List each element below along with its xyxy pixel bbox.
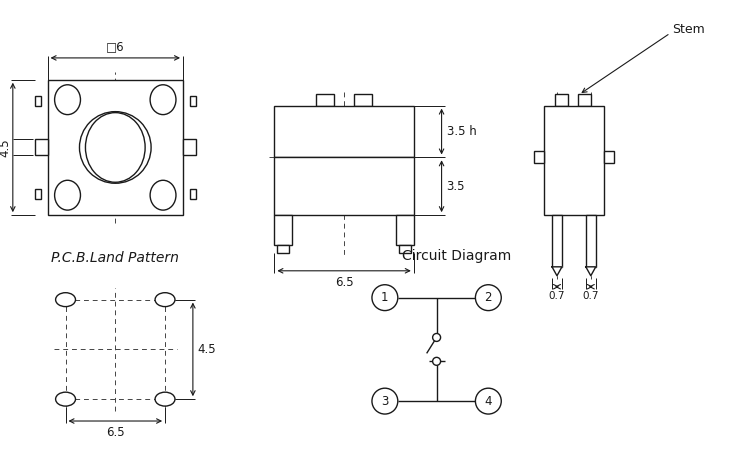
- Text: 0.7: 0.7: [549, 291, 565, 301]
- Text: 3: 3: [381, 395, 388, 408]
- Bar: [354, 94, 372, 106]
- Circle shape: [432, 333, 440, 341]
- Circle shape: [80, 112, 151, 183]
- Bar: [35, 140, 48, 155]
- Bar: [275, 157, 414, 215]
- Ellipse shape: [86, 113, 145, 182]
- Text: 2: 2: [484, 291, 492, 304]
- Text: □6: □6: [106, 40, 124, 53]
- Bar: [35, 96, 41, 106]
- Ellipse shape: [150, 180, 176, 210]
- Bar: [190, 189, 196, 199]
- Bar: [578, 94, 591, 106]
- Bar: [190, 96, 196, 106]
- Text: 6.5: 6.5: [106, 426, 124, 439]
- Text: Circuit Diagram: Circuit Diagram: [402, 249, 511, 263]
- Ellipse shape: [54, 85, 80, 114]
- Bar: [275, 215, 292, 245]
- Ellipse shape: [150, 85, 176, 114]
- Ellipse shape: [155, 392, 175, 406]
- Circle shape: [475, 388, 501, 414]
- Bar: [603, 152, 614, 163]
- Circle shape: [432, 357, 440, 365]
- Bar: [316, 94, 334, 106]
- Text: 0.7: 0.7: [583, 291, 599, 301]
- Text: 1: 1: [381, 291, 388, 304]
- Polygon shape: [586, 267, 596, 276]
- Text: Stem: Stem: [673, 23, 705, 35]
- Ellipse shape: [56, 292, 75, 306]
- Bar: [278, 245, 289, 253]
- Text: 4: 4: [484, 395, 492, 408]
- Text: 3.5: 3.5: [446, 180, 465, 193]
- Text: P.C.B.Land Pattern: P.C.B.Land Pattern: [51, 251, 179, 265]
- Ellipse shape: [155, 292, 175, 306]
- Bar: [35, 189, 41, 199]
- Bar: [534, 152, 544, 163]
- Bar: [586, 215, 596, 267]
- Ellipse shape: [56, 392, 75, 406]
- Text: 6.5: 6.5: [335, 276, 353, 289]
- Polygon shape: [552, 267, 562, 276]
- Bar: [555, 94, 568, 106]
- Text: 4.5: 4.5: [0, 138, 11, 157]
- Text: 4.5: 4.5: [198, 343, 217, 356]
- Bar: [399, 245, 411, 253]
- Bar: [48, 80, 183, 215]
- Circle shape: [372, 285, 398, 311]
- Circle shape: [372, 388, 398, 414]
- Bar: [396, 215, 414, 245]
- Bar: [552, 215, 562, 267]
- Bar: [544, 106, 603, 215]
- Bar: [275, 106, 414, 157]
- Text: 3.5 h: 3.5 h: [446, 125, 476, 138]
- Bar: [183, 140, 196, 155]
- Circle shape: [475, 285, 501, 311]
- Ellipse shape: [54, 180, 80, 210]
